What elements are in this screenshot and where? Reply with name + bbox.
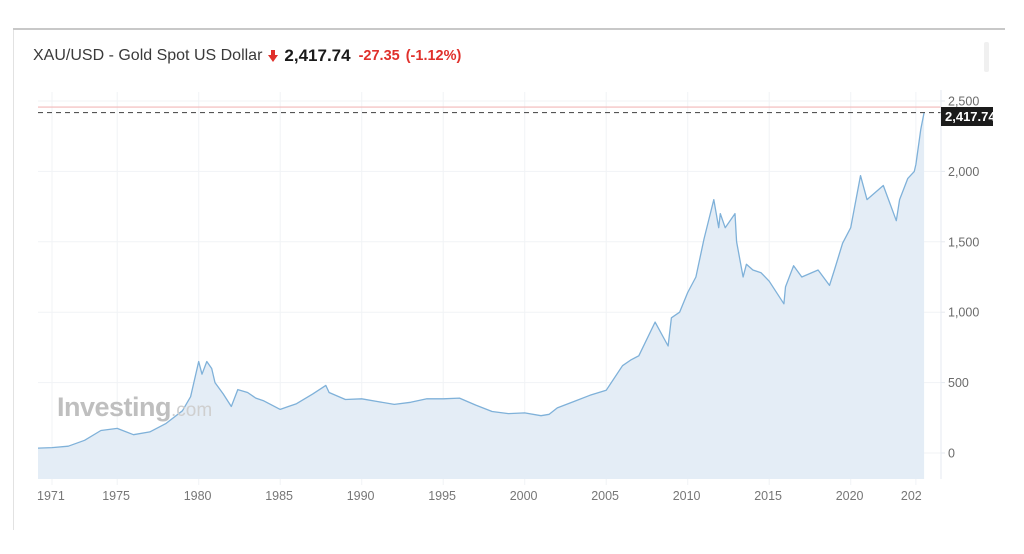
current-price: 2,417.74: [284, 46, 351, 65]
y-tick-label: 0: [948, 447, 955, 461]
down-arrow-icon: [268, 50, 279, 62]
x-tick-label: 1990: [347, 489, 375, 503]
x-tick-label: 1980: [184, 489, 212, 503]
price-change: -27.35: [358, 48, 400, 64]
x-tick-label: 2020: [836, 489, 864, 503]
x-tick-label: 1985: [265, 489, 293, 503]
instrument-title: XAU/USD - Gold Spot US Dollar: [33, 47, 263, 64]
x-tick-label: 1995: [428, 489, 456, 503]
x-tick-label: 202: [901, 489, 922, 503]
x-tick-label: 2005: [591, 489, 619, 503]
price-change-percent: (-1.12%): [405, 48, 462, 64]
panel-left-border: [13, 30, 14, 530]
x-axis: 1971 1975 1980 1985 1990 1995 2000 2005 2010 2015…: [37, 489, 922, 503]
price-area-fill: [38, 112, 925, 479]
y-tick-label: 2,500: [948, 95, 979, 109]
x-tick-label: 2015: [754, 489, 782, 503]
panel-top-border: [13, 28, 1005, 30]
y-tick-label: 1,000: [948, 306, 979, 320]
price-line: [37, 112, 925, 449]
y-tick-label: 2,000: [948, 165, 979, 179]
y-tick-label: 500: [948, 376, 969, 390]
x-tick-label: 1975: [102, 489, 130, 503]
x-tick-label: 2000: [510, 489, 538, 503]
x-tick-label: 1971: [37, 489, 65, 503]
y-axis: 0 500 1,000 1,500 2,000 2,500: [941, 95, 979, 461]
chart-header: XAU/USD - Gold Spot US Dollar 2,417.74 -…: [33, 45, 461, 67]
scrollbar[interactable]: [984, 42, 989, 72]
x-tick-label: 2010: [673, 489, 701, 503]
y-tick-label: 1,500: [948, 235, 979, 249]
last-price-tag: 2,417.74: [941, 107, 993, 126]
